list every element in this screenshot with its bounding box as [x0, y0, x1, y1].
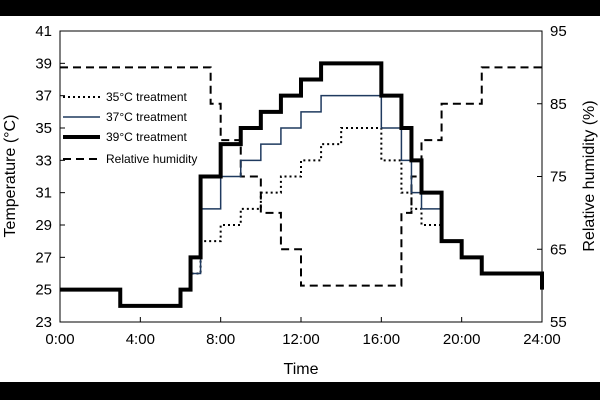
y-right-tick-label: 65 — [550, 241, 567, 258]
series-line-relative-humidity — [60, 66, 542, 287]
legend: 35°C treatment 37°C treatment 39°C treat… — [63, 90, 197, 166]
y-left-tick-label: 33 — [35, 152, 52, 169]
x-tick-label: 12:00 — [282, 331, 320, 348]
y-right-axis-title: Relative humidity (%) — [581, 100, 598, 251]
ticks-layer: 0:00 4:00 8:00 12:00 16:00 20:00 24:00 23 25 27 29… — [35, 23, 566, 348]
x-tick-label: 24:00 — [523, 331, 561, 348]
x-tick-label: 0:00 — [45, 331, 74, 348]
x-tick-label: 8:00 — [206, 331, 235, 348]
x-axis-title: Time — [284, 361, 319, 378]
y-left-tick-label: 31 — [35, 185, 52, 202]
legend-label-39c: 39°C treatment — [106, 130, 188, 144]
chart-canvas — [0, 16, 600, 382]
y-left-tick-label: 35 — [35, 120, 52, 137]
y-right-tick-label: 75 — [550, 169, 567, 186]
legend-label-35c: 35°C treatment — [106, 90, 188, 104]
y-right-tick-label: 85 — [550, 96, 567, 113]
y-left-tick-label: 23 — [35, 314, 52, 331]
bottom-black-band — [0, 382, 600, 400]
series-line-39-c-treatment — [60, 61, 544, 308]
legend-label-37c: 37°C treatment — [106, 110, 188, 124]
series-layer — [60, 61, 544, 308]
y-left-tick-label: 29 — [35, 217, 52, 234]
y-left-tick-label: 27 — [35, 249, 52, 266]
x-tick-label: 16:00 — [363, 331, 401, 348]
y-left-axis-title: Temperature (°C) — [2, 115, 19, 238]
y-left-tick-label: 37 — [35, 88, 52, 105]
x-tick-label: 4:00 — [126, 331, 155, 348]
y-right-tick-label: 95 — [550, 23, 567, 40]
y-left-tick-label: 25 — [35, 282, 52, 299]
y-left-tick-label: 41 — [35, 23, 52, 40]
x-tick-label: 20:00 — [443, 331, 481, 348]
y-left-tick-label: 39 — [35, 55, 52, 72]
y-right-tick-label: 55 — [550, 314, 567, 331]
top-black-band — [0, 0, 600, 16]
legend-label-rh: Relative humidity — [106, 152, 197, 166]
